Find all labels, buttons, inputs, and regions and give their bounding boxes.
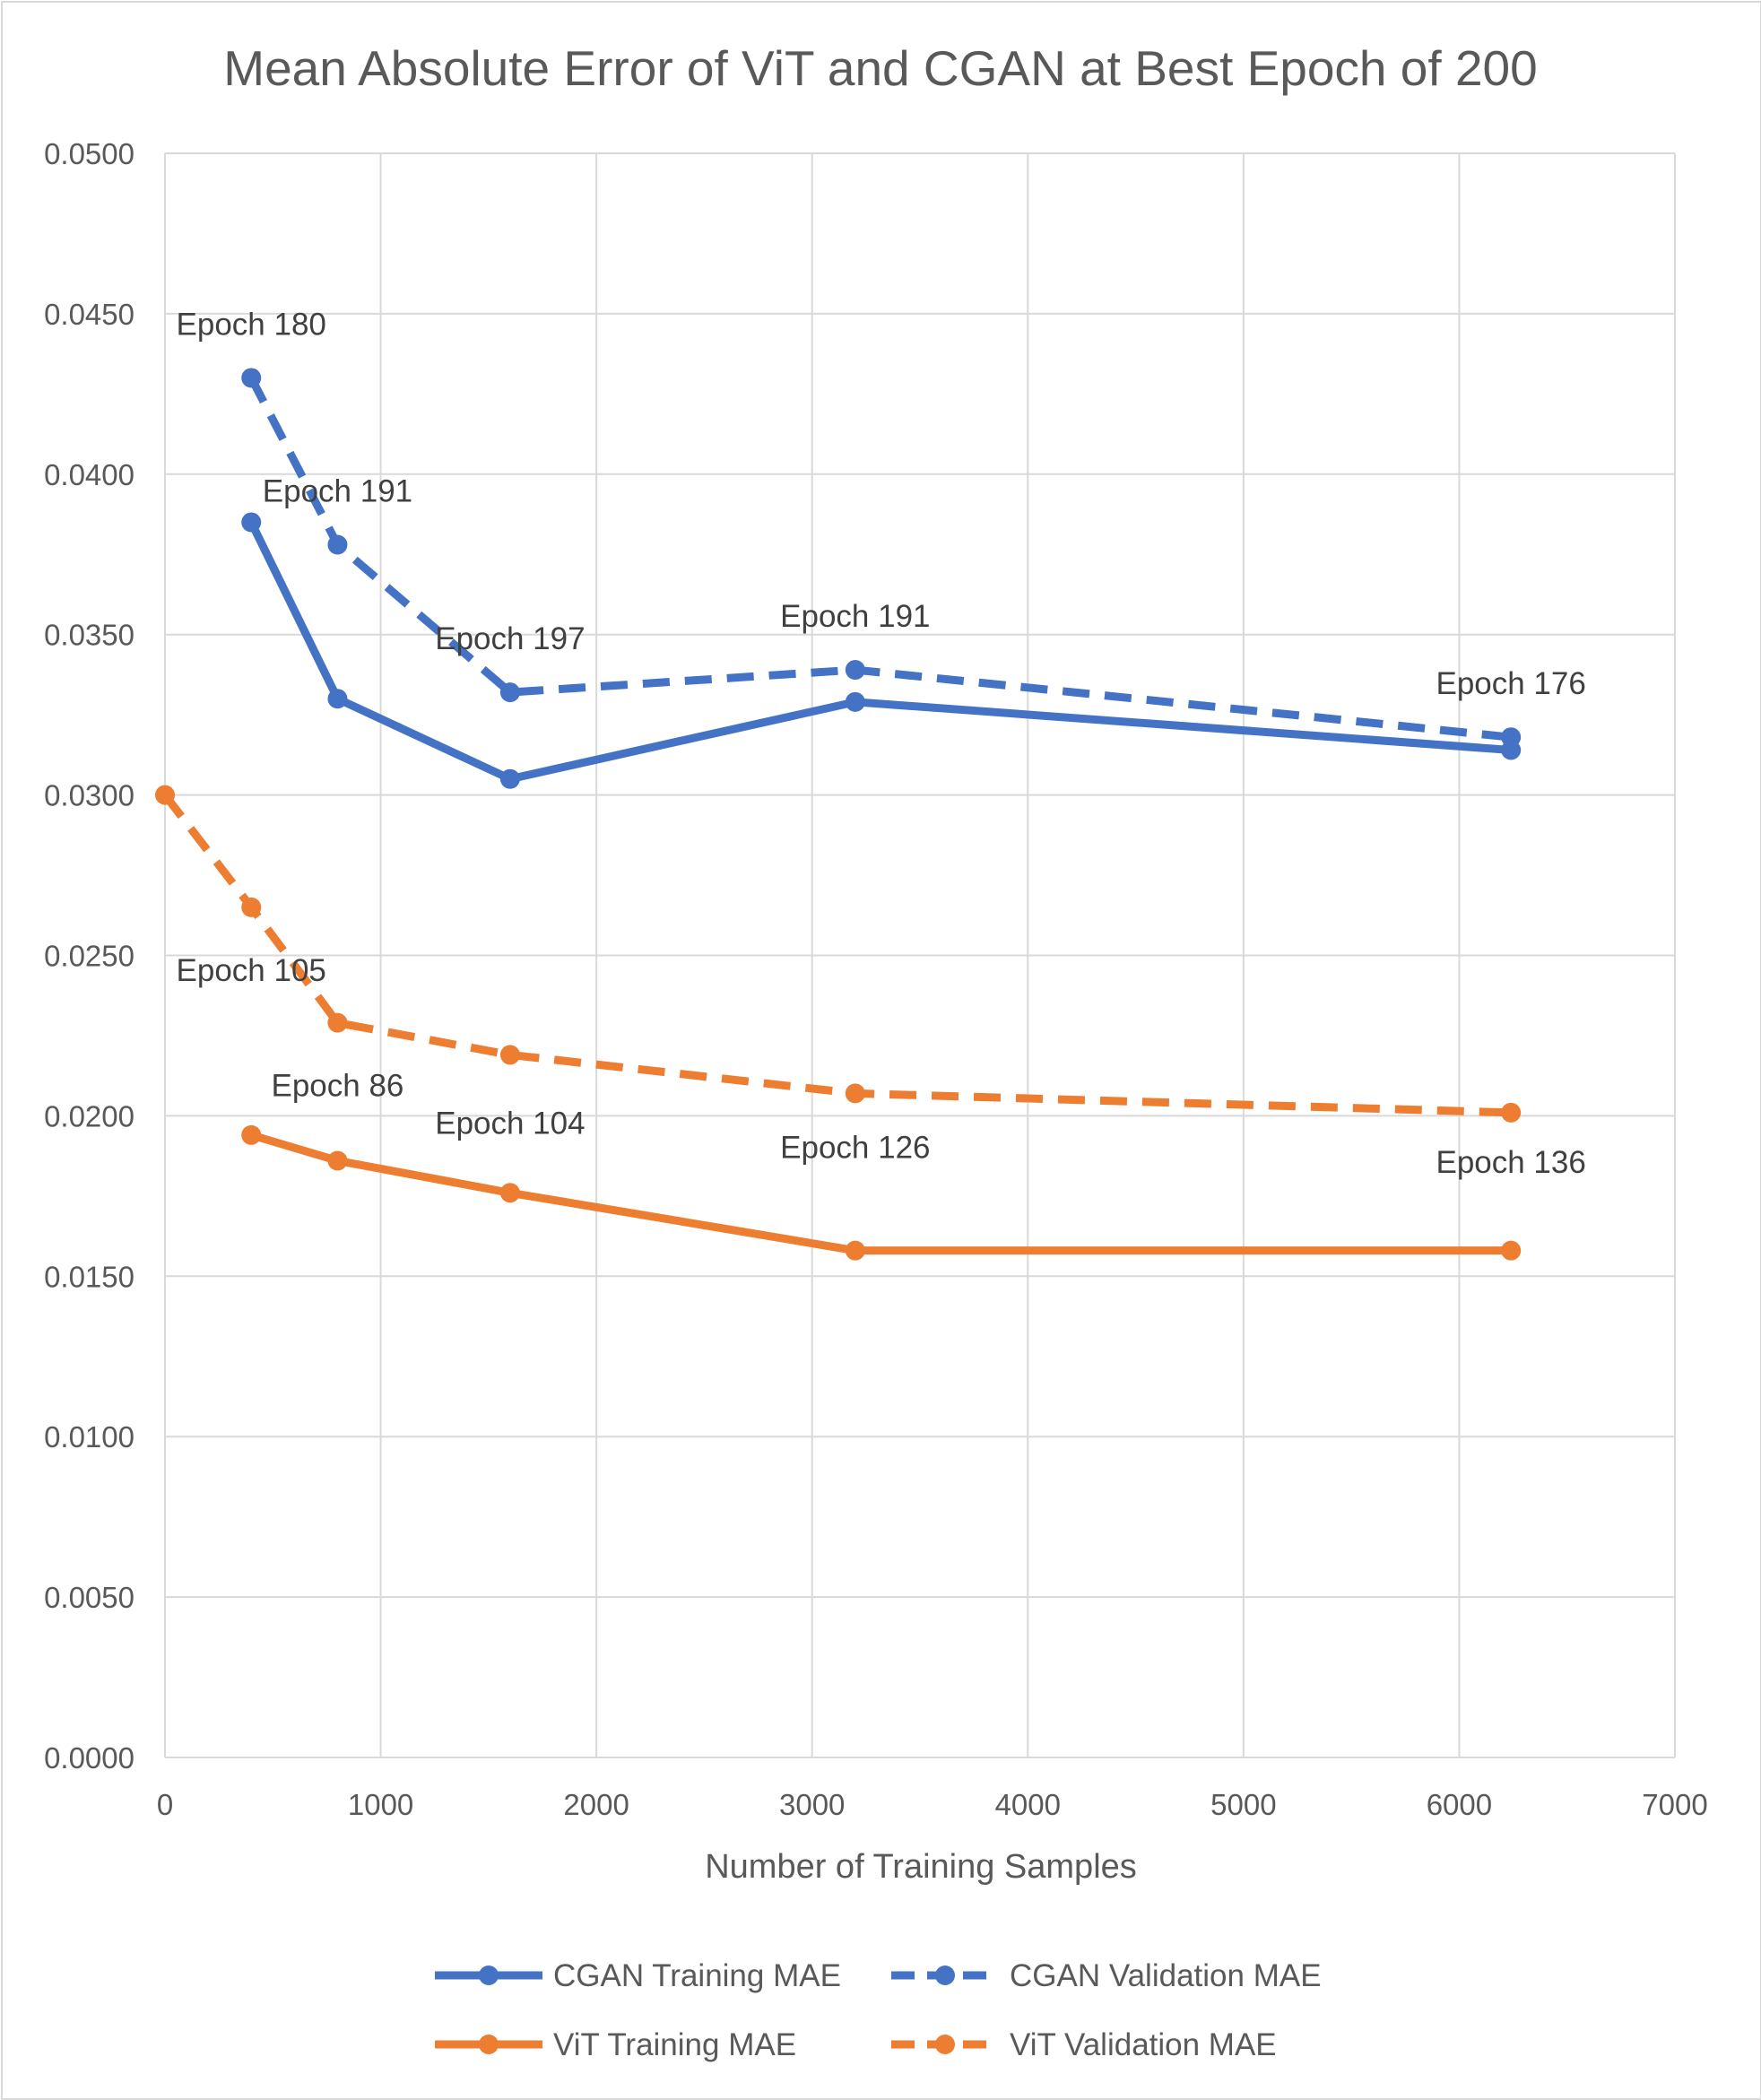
axes: 0.0000 0.0050 0.0100 0.0150 0.0200 0.0250 0.03… (44, 137, 1708, 1821)
y-tick-label: 0.0100 (44, 1420, 134, 1454)
data-point (327, 534, 348, 555)
data-label: Epoch 191 (263, 474, 412, 509)
x-tick-label: 7000 (1642, 1788, 1707, 1821)
x-tick-label: 1000 (348, 1788, 413, 1821)
data-label: Epoch 191 (780, 599, 930, 634)
data-point (845, 660, 865, 681)
x-tick-label: 5000 (1210, 1788, 1276, 1821)
legend-swatch-marker (935, 2035, 955, 2054)
y-tick-label: 0.0000 (44, 1741, 134, 1775)
y-tick-label: 0.0450 (44, 298, 134, 331)
data-point (327, 1150, 348, 1171)
x-tick-label: 2000 (563, 1788, 629, 1821)
y-tick-label: 0.0400 (44, 458, 134, 491)
legend-swatch-marker (479, 2035, 499, 2054)
data-label: Epoch 104 (435, 1106, 585, 1141)
data-label: Epoch 180 (177, 307, 326, 342)
x-axis-label: Number of Training Samples (705, 1848, 1137, 1886)
data-point (155, 785, 175, 805)
series-line (247, 376, 1512, 742)
y-tick-label: 0.0350 (44, 619, 134, 652)
data-point (327, 1012, 348, 1033)
legend-swatch-marker (479, 1965, 499, 1985)
legend-label: CGAN Training MAE (553, 1958, 841, 1993)
legend-item: CGAN Training MAE (435, 1958, 841, 1993)
data-label: Epoch 86 (272, 1069, 404, 1104)
data-point (327, 689, 348, 709)
data-point (499, 682, 520, 703)
data-point (241, 512, 262, 533)
series-cgan-training-mae (241, 512, 1522, 789)
legend-label: CGAN Validation MAE (1010, 1958, 1322, 1993)
legend-label: ViT Training MAE (553, 2027, 796, 2062)
data-label: Epoch 105 (177, 953, 326, 988)
gridlines (164, 152, 1676, 1758)
data-point (241, 368, 262, 388)
y-tick-label: 0.0150 (44, 1260, 134, 1293)
x-tick-label: 4000 (995, 1788, 1061, 1821)
data-labels: Epoch 180 Epoch 191 Epoch 197 Epoch 191 Epoc… (177, 307, 1586, 1179)
data-point (1501, 1102, 1522, 1123)
legend-item: ViT Validation MAE (891, 2027, 1277, 2062)
data-point (499, 768, 520, 789)
data-point (845, 1083, 865, 1104)
chart-title: Mean Absolute Error of ViT and CGAN at B… (223, 40, 1537, 96)
data-label: Epoch 136 (1436, 1145, 1585, 1180)
data-label: Epoch 197 (435, 621, 585, 656)
data-label: Epoch 126 (780, 1130, 930, 1165)
x-tick-label: 0 (157, 1788, 173, 1821)
y-tick-label: 0.0250 (44, 940, 134, 973)
data-point (845, 1240, 865, 1261)
legend-swatch-marker (935, 1965, 955, 1985)
data-point (241, 1124, 262, 1145)
x-tick-label: 6000 (1427, 1788, 1492, 1821)
series-cgan-validation-mae (241, 368, 1522, 748)
data-point (499, 1183, 520, 1203)
y-tick-label: 0.0500 (44, 137, 134, 170)
legend-item: ViT Training MAE (435, 2027, 796, 2062)
y-tick-label: 0.0200 (44, 1099, 134, 1132)
legend: CGAN Training MAE CGAN Validation MAE ViT … (435, 1958, 1322, 2062)
x-tick-label: 3000 (779, 1788, 845, 1821)
data-point (1501, 727, 1522, 748)
series-vit-training-mae (241, 1124, 1522, 1261)
data-point (499, 1045, 520, 1065)
data-point (1501, 1240, 1522, 1261)
data-label: Epoch 176 (1436, 666, 1585, 701)
y-tick-label: 0.0300 (44, 779, 134, 812)
legend-label: ViT Validation MAE (1010, 2027, 1277, 2062)
data-point (845, 691, 865, 712)
legend-item: CGAN Validation MAE (891, 1958, 1322, 1993)
y-tick-label: 0.0050 (44, 1581, 134, 1614)
series-layer (155, 368, 1522, 1261)
data-point (241, 897, 262, 917)
series-vit-validation-mae (155, 785, 1522, 1123)
series-line (161, 792, 1512, 1117)
